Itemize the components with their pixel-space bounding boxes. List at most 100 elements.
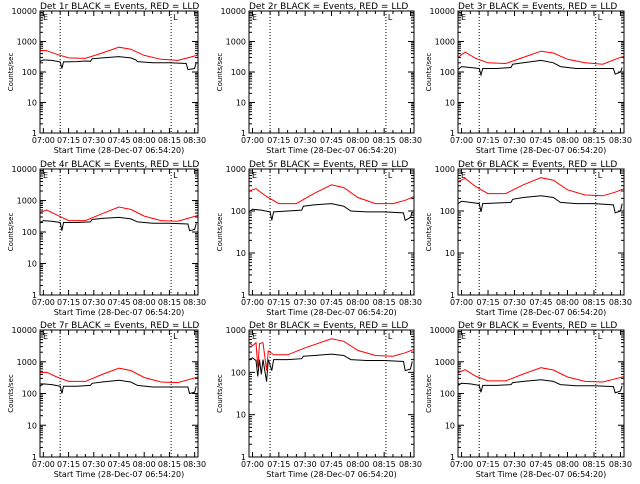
x-tick-label: 07:00	[450, 136, 473, 145]
series-line-events	[39, 216, 197, 232]
x-tick-label: 07:30	[82, 136, 105, 145]
legend-mark-events: E	[461, 13, 466, 22]
x-tick-label: 08:15	[373, 136, 396, 145]
series-line-lld	[248, 184, 415, 205]
y-tick-label: 1000	[17, 38, 37, 47]
x-tick-label: 07:45	[320, 136, 343, 145]
x-tick-label: 08:30	[399, 460, 422, 469]
chart-panel-2: 1 10 100 1000 10000 07:00 07:15 07:30 07:45 08:00…	[216, 2, 422, 155]
y-tick-label: 10	[27, 260, 37, 269]
x-tick-label: 07:15	[476, 460, 499, 469]
x-tick-label: 07:15	[57, 298, 80, 307]
chart-panel-1: 1 10 100 1000 10000 07:00 07:15 07:30 07:45 08:00…	[7, 2, 206, 155]
y-tick-label: 1	[450, 453, 455, 462]
x-tick-label: 07:15	[57, 136, 80, 145]
x-tick-label: 07:30	[82, 298, 105, 307]
x-tick-label: 08:15	[158, 136, 181, 145]
x-tick-label: 08:30	[609, 136, 632, 145]
x-tick-label: 07:30	[503, 298, 526, 307]
chart-title: Det 6r BLACK = Events, RED = LLD	[458, 160, 617, 170]
x-tick-label: 07:15	[267, 298, 290, 307]
x-tick-label: 07:15	[267, 136, 290, 145]
x-tick-label: 07:15	[57, 460, 80, 469]
x-tick-label: 07:30	[503, 460, 526, 469]
x-tick-label: 08:15	[158, 298, 181, 307]
chart-title: Det 2r BLACK = Events, RED = LLD	[249, 2, 408, 12]
series-line-lld	[39, 46, 199, 61]
x-tick-label: 08:15	[582, 460, 605, 469]
chart-panel-3: 1 10 100 1000 10000 07:00 07:15 07:30 07:45 08:00…	[425, 2, 632, 155]
legend-mark-lld: L	[598, 171, 603, 180]
legend-mark-events: E	[252, 13, 257, 22]
x-tick-label: 08:00	[346, 298, 369, 307]
y-tick-label: 10	[236, 411, 246, 420]
legend-mark-events: E	[461, 332, 466, 341]
legend-mark-lld: L	[173, 13, 178, 22]
y-tick-label: 100	[22, 228, 37, 237]
x-tick-label: 08:15	[158, 460, 181, 469]
series-line-events	[39, 56, 197, 71]
legend-mark-events: E	[43, 332, 48, 341]
x-axis-label: Start Time (28-Dec-07 06:54:20)	[54, 470, 185, 479]
y-tick-label: 10	[27, 421, 37, 430]
x-tick-label: 07:45	[107, 460, 130, 469]
y-tick-label: 10000	[221, 7, 246, 16]
y-tick-label: 1	[241, 129, 246, 138]
series-line-lld	[457, 367, 625, 383]
x-tick-label: 08:30	[609, 460, 632, 469]
y-tick-label: 100	[22, 68, 37, 77]
y-tick-label: 10	[236, 249, 246, 258]
x-tick-label: 08:30	[609, 298, 632, 307]
x-tick-label: 08:30	[399, 136, 422, 145]
series-line-events	[457, 379, 623, 394]
x-tick-label: 08:00	[556, 136, 579, 145]
legend-mark-events: E	[43, 171, 48, 180]
plot-frame	[248, 168, 415, 296]
legend-mark-events: E	[252, 171, 257, 180]
x-tick-label: 07:00	[32, 460, 55, 469]
x-tick-label: 07:45	[529, 298, 552, 307]
legend-mark-events: E	[43, 13, 48, 22]
chart-panel-8: 1 10 100 1000 07:00 07:15 07:30 07:45 08:00 08:15…	[216, 321, 422, 479]
x-axis-label: Start Time (28-Dec-07 06:54:20)	[54, 308, 185, 317]
y-tick-label: 10000	[430, 326, 455, 335]
y-tick-label: 10000	[430, 7, 455, 16]
chart-title: Det 5r BLACK = Events, RED = LLD	[249, 160, 408, 170]
legend-mark-events: E	[461, 171, 466, 180]
x-tick-label: 08:15	[582, 136, 605, 145]
chart-title: Det 9r BLACK = Events, RED = LLD	[458, 321, 617, 331]
x-tick-label: 07:00	[32, 298, 55, 307]
x-tick-label: 07:00	[450, 460, 473, 469]
plot-frame	[457, 168, 625, 296]
x-tick-label: 07:00	[32, 136, 55, 145]
plot-frame	[457, 10, 625, 134]
y-tick-label: 1	[241, 453, 246, 462]
x-tick-label: 07:45	[529, 460, 552, 469]
y-axis-label: Counts/sec	[216, 53, 224, 92]
x-axis-label: Start Time (28-Dec-07 06:54:20)	[476, 146, 607, 155]
series-line-lld	[39, 367, 199, 384]
series-line-events	[457, 195, 623, 214]
x-tick-label: 08:15	[582, 298, 605, 307]
y-tick-label: 10000	[12, 326, 37, 335]
y-tick-label: 1000	[226, 165, 246, 174]
plot-frame	[457, 329, 625, 458]
plot-frame	[39, 168, 199, 296]
x-tick-label: 08:00	[346, 460, 369, 469]
x-axis-label: Start Time (28-Dec-07 06:54:20)	[476, 470, 607, 479]
chart-panel-4: 1 10 100 1000 10000 07:00 07:15 07:30 07:45 08:00…	[7, 160, 206, 317]
x-tick-label: 08:30	[183, 136, 206, 145]
y-tick-label: 1	[450, 129, 455, 138]
chart-panel-5: 1 10 100 1000 07:00 07:15 07:30 07:45 08:00 08:15…	[216, 160, 422, 317]
x-tick-label: 07:45	[529, 136, 552, 145]
x-tick-label: 07:45	[107, 298, 130, 307]
x-axis-label: Start Time (28-Dec-07 06:54:20)	[266, 146, 397, 155]
x-tick-label: 07:45	[107, 136, 130, 145]
y-tick-label: 10000	[12, 7, 37, 16]
legend-mark-lld: L	[388, 13, 393, 22]
y-tick-label: 1	[241, 291, 246, 300]
y-axis-label: Counts/sec	[216, 213, 224, 252]
y-tick-label: 100	[22, 390, 37, 399]
chart-title: Det 1r BLACK = Events, RED = LLD	[40, 2, 199, 12]
plot-frame	[248, 10, 415, 134]
